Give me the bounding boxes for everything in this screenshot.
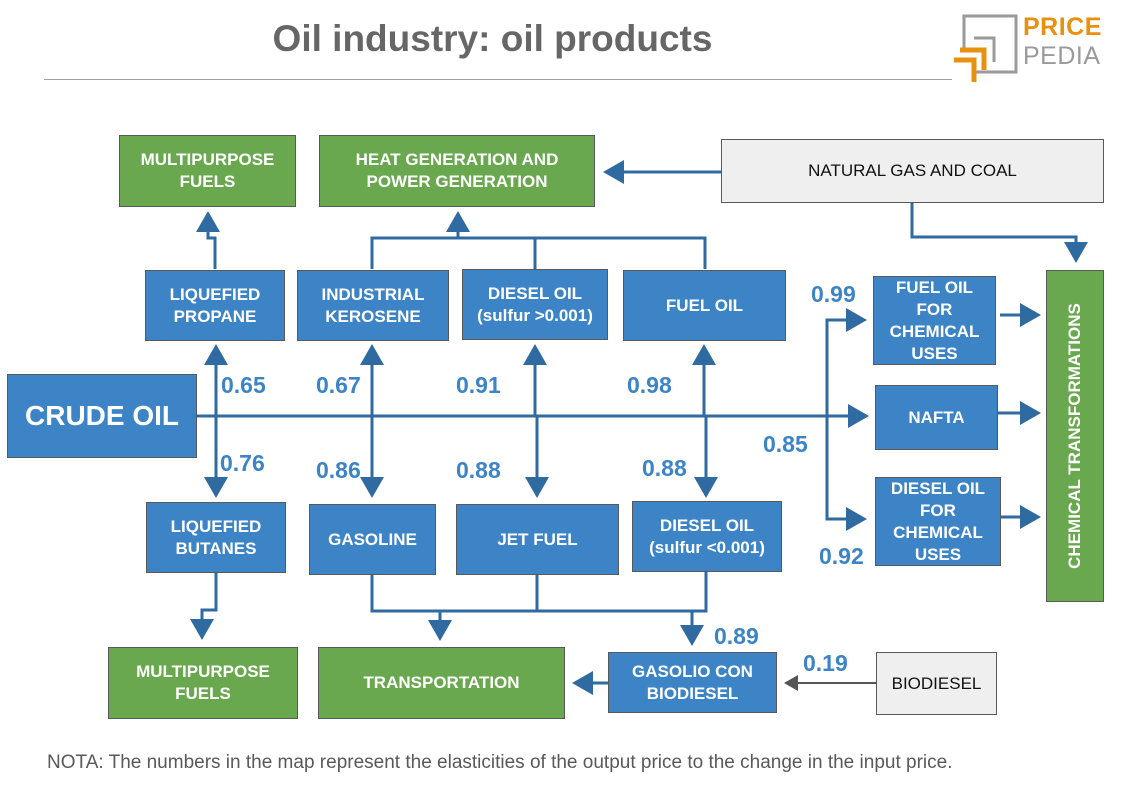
node-label: MULTIPURPOSE FUELS <box>140 150 275 191</box>
crude-to-fueloil-chemical-connector <box>825 308 867 416</box>
node-heat-power-generation: HEAT GENERATION AND POWER GENERATION <box>319 135 595 207</box>
page-title: Oil industry: oil products <box>272 18 713 59</box>
node-gasoline: GASOLINE <box>309 504 436 575</box>
node-chemical-transformations: CHEMICAL TRANSFORMATIONS <box>1046 270 1104 602</box>
node-jet-fuel: JET FUEL <box>456 504 619 575</box>
node-label: TRANSPORTATION <box>363 673 520 692</box>
node-label: LIQUEFIED PROPANE <box>169 284 261 326</box>
node-label: JET FUEL <box>497 529 578 549</box>
node-diesel-oil-high-sulfur: DIESEL OIL (sulfur >0.001) <box>462 269 608 340</box>
node-label: DIESEL OIL (sulfur <0.001) <box>649 515 765 557</box>
node-nafta: NAFTA <box>875 385 998 450</box>
heat-gen-collector <box>370 236 707 269</box>
elasticity-diesel-oil-high-sulfur: 0.91 <box>456 372 501 398</box>
elasticity-jet-fuel: 0.88 <box>456 457 501 483</box>
crude-to-diesel-chemical-connector <box>825 416 867 531</box>
node-label: DIESEL OIL FOR CHEMICAL USES <box>890 478 986 564</box>
node-label: DIESEL OIL (sulfur >0.001) <box>477 283 593 325</box>
elasticity-liquefied-propane: 0.65 <box>221 372 266 398</box>
node-label: NAFTA <box>908 407 965 427</box>
node-transportation: TRANSPORTATION <box>318 647 565 719</box>
node-natural-gas-and-coal: NATURAL GAS AND COAL <box>721 139 1104 203</box>
node-label: GASOLIO CON BIODIESEL <box>632 661 753 703</box>
node-industrial-kerosene: INDUSTRIAL KEROSENE <box>297 270 449 341</box>
node-label: HEAT GENERATION AND POWER GENERATION <box>355 150 559 191</box>
node-diesel-oil-chemical-uses: DIESEL OIL FOR CHEMICAL USES <box>875 477 1001 566</box>
transport-collector <box>370 572 708 613</box>
node-label: LIQUEFIED BUTANES <box>170 516 262 558</box>
node-label: BIODIESEL <box>891 673 982 693</box>
node-label: FUEL OIL <box>665 295 744 315</box>
node-label: INDUSTRIAL KEROSENE <box>321 284 425 326</box>
node-multipurpose-fuels-bottom: MULTIPURPOSE FUELS <box>108 647 298 719</box>
node-liquefied-propane: LIQUEFIED PROPANE <box>145 270 285 341</box>
node-liquefied-butanes: LIQUEFIED BUTANES <box>146 502 286 573</box>
elasticity-biodiesel: 0.19 <box>803 650 848 676</box>
elasticity-gasoline: 0.86 <box>316 457 361 483</box>
title-divider <box>44 79 952 80</box>
elasticity-gasolio-con-biodiesel: 0.89 <box>714 623 759 649</box>
logo-text-pedia: PEDIA <box>1023 42 1101 70</box>
elasticity-diesel-oil-chemical: 0.92 <box>819 543 864 569</box>
elasticity-diesel-oil-low-sulfur: 0.88 <box>642 455 687 481</box>
logo-mark-icon <box>954 14 1018 82</box>
node-label: CRUDE OIL <box>25 400 179 431</box>
elasticity-fuel-oil-chemical: 0.99 <box>811 281 856 307</box>
node-label: FUEL OIL FOR CHEMICAL USES <box>889 277 980 363</box>
propane-to-multipurpose-connector <box>196 211 220 269</box>
elasticity-liquefied-butanes: 0.76 <box>220 450 265 476</box>
node-fuel-oil-chemical-uses: FUEL OIL FOR CHEMICAL USES <box>873 276 996 365</box>
node-diesel-oil-low-sulfur: DIESEL OIL (sulfur <0.001) <box>632 501 782 572</box>
elasticity-nafta: 0.85 <box>763 431 808 457</box>
node-label: MULTIPURPOSE FUELS <box>136 662 270 703</box>
node-label: NATURAL GAS AND COAL <box>808 161 1017 180</box>
node-fuel-oil: FUEL OIL <box>623 270 786 341</box>
node-biodiesel: BIODIESEL <box>876 652 997 715</box>
butanes-to-multipurpose-connector <box>190 573 218 640</box>
node-multipurpose-fuels-top: MULTIPURPOSE FUELS <box>119 135 296 207</box>
elasticity-industrial-kerosene: 0.67 <box>316 372 361 398</box>
node-label: GASOLINE <box>328 529 417 549</box>
natgas-to-chemical-connector <box>910 202 1088 263</box>
node-gasolio-con-biodiesel: GASOLIO CON BIODIESEL <box>608 652 777 713</box>
node-crude-oil: CRUDE OIL <box>7 374 197 458</box>
logo-text-price: PRICE <box>1023 13 1102 41</box>
pricepedia-logo: PRICE PEDIA <box>950 12 1110 87</box>
node-label: CHEMICAL TRANSFORMATIONS <box>1065 303 1085 569</box>
elasticity-fuel-oil: 0.98 <box>627 372 672 398</box>
footnote: NOTA: The numbers in the map represent t… <box>47 752 953 773</box>
